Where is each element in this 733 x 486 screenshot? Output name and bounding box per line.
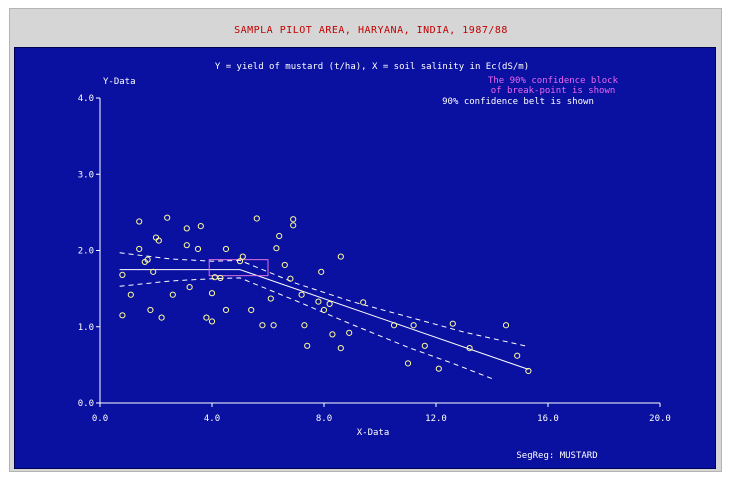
- data-point: [119, 271, 126, 278]
- data-point: [287, 275, 294, 282]
- data-point: [158, 314, 165, 321]
- breakpoint-confidence-block: [208, 259, 269, 277]
- data-point: [169, 291, 176, 298]
- footer-label: SegReg: MUSTARD: [516, 451, 597, 461]
- data-point: [273, 245, 280, 252]
- chart-title: Y = yield of mustard (t/ha), X = soil sa…: [215, 62, 529, 72]
- data-point: [270, 322, 277, 329]
- annotation-block-line2: of break-point is shown: [491, 86, 616, 96]
- data-point: [147, 306, 154, 314]
- y-tick-label: 2.0: [78, 247, 94, 257]
- data-point: [404, 360, 412, 367]
- annotation-block-line1: The 90% confidence block: [488, 76, 619, 86]
- x-axis-label: X-Data: [357, 428, 390, 438]
- data-point: [259, 322, 266, 329]
- data-point: [164, 214, 171, 221]
- data-point: [466, 345, 473, 352]
- data-point: [329, 331, 336, 338]
- x-tick-label: 16.0: [537, 414, 559, 424]
- scatter-plot: Y = yield of mustard (t/ha), X = soil sa…: [78, 62, 671, 461]
- data-point: [136, 245, 143, 253]
- x-tick-label: 0.0: [92, 414, 108, 424]
- data-point: [435, 365, 442, 372]
- y-tick-label: 4.0: [78, 94, 94, 104]
- data-point: [183, 225, 190, 232]
- confidence-belt-line: [119, 277, 493, 380]
- data-point: [267, 295, 274, 302]
- data-point: [337, 345, 344, 352]
- data-point: [203, 314, 210, 321]
- annotation-belt: 90% confidence belt is shown: [442, 97, 594, 107]
- data-point: [208, 290, 216, 297]
- y-tick-label: 1.0: [78, 323, 94, 333]
- data-point: [186, 284, 193, 291]
- data-point: [525, 367, 532, 375]
- data-point: [127, 291, 134, 298]
- data-point: [290, 216, 297, 223]
- data-point: [222, 245, 230, 253]
- data-point: [236, 258, 244, 265]
- data-point: [390, 322, 398, 329]
- data-point: [410, 322, 417, 329]
- y-tick-label: 0.0: [78, 399, 94, 409]
- data-point: [315, 298, 322, 305]
- data-point: [253, 215, 260, 222]
- data-point: [217, 274, 224, 282]
- data-point: [298, 291, 305, 298]
- regression-line: [119, 269, 529, 370]
- x-tick-label: 20.0: [649, 414, 671, 424]
- data-point: [360, 299, 367, 306]
- window-title: SAMPLA PILOT AREA, HARYANA, INDIA, 1987/…: [234, 25, 508, 36]
- data-point: [136, 218, 143, 225]
- data-point: [318, 268, 325, 275]
- data-point: [290, 222, 297, 229]
- x-tick-label: 4.0: [204, 414, 220, 424]
- y-axis-label: Y-Data: [103, 77, 136, 87]
- data-point: [183, 242, 190, 249]
- data-point: [248, 306, 255, 314]
- data-point: [326, 300, 333, 307]
- confidence-belt-line: [119, 252, 529, 348]
- data-point: [239, 253, 246, 260]
- data-point: [281, 261, 288, 269]
- data-point: [449, 320, 456, 327]
- y-tick-label: 3.0: [78, 170, 94, 180]
- data-point: [197, 223, 204, 230]
- data-point: [301, 322, 308, 329]
- data-point: [421, 342, 428, 349]
- data-point: [119, 312, 126, 319]
- chart-window: SAMPLA PILOT AREA, HARYANA, INDIA, 1987/…: [9, 8, 722, 472]
- data-point: [304, 342, 311, 349]
- data-point: [514, 352, 521, 359]
- data-point: [320, 306, 328, 314]
- data-point: [144, 256, 151, 263]
- x-tick-label: 8.0: [316, 414, 332, 424]
- data-point: [337, 253, 344, 260]
- data-point: [208, 318, 216, 325]
- data-point: [276, 232, 283, 240]
- data-point: [150, 268, 157, 275]
- plot-panel: Y = yield of mustard (t/ha), X = soil sa…: [14, 47, 716, 469]
- data-point: [502, 322, 510, 329]
- data-point: [346, 329, 353, 336]
- data-point: [155, 237, 162, 244]
- data-point: [222, 306, 230, 314]
- x-tick-label: 12.0: [425, 414, 447, 424]
- data-point: [194, 245, 202, 253]
